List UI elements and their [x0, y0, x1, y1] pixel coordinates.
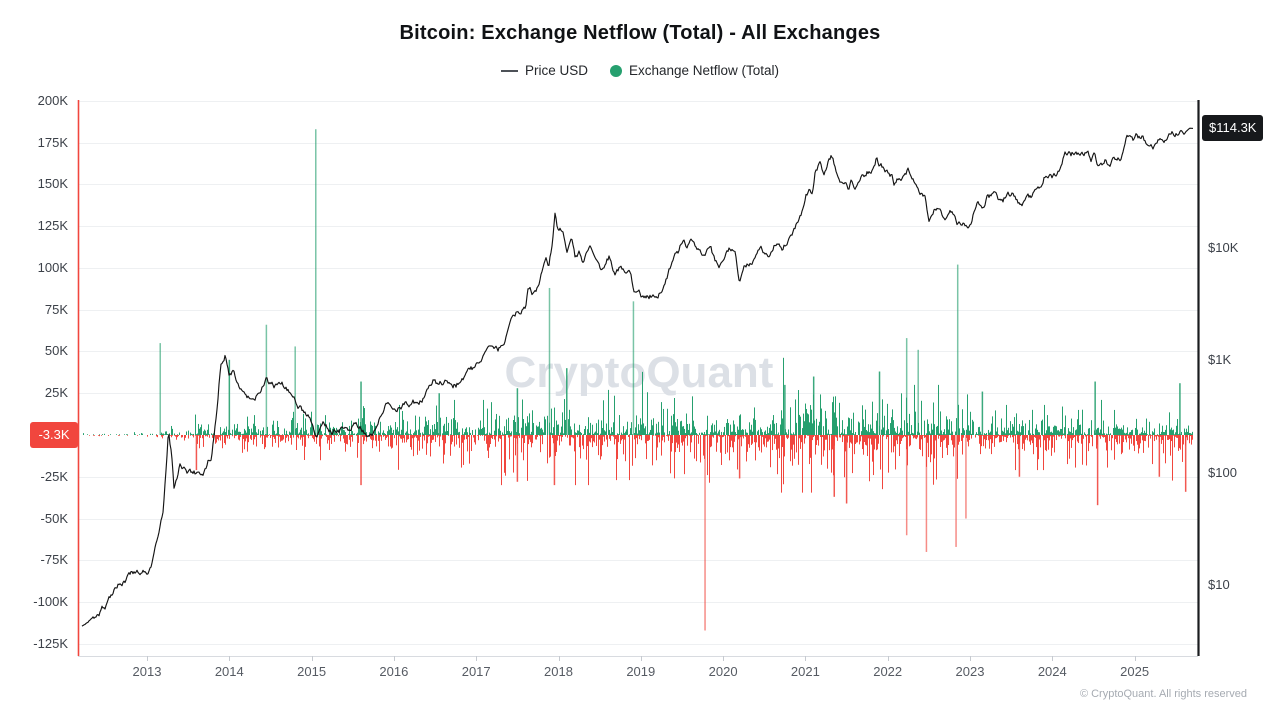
left-axis-tick-label: 200K: [37, 92, 68, 108]
price-line-swatch-icon: [500, 69, 518, 72]
x-axis-tick-label: 2023: [955, 664, 985, 679]
legend-price-label: Price USD: [524, 63, 588, 78]
left-axis-tick-label: -100K: [33, 594, 68, 610]
left-axis-tick-label: 25K: [44, 385, 68, 401]
chart-legend: Price USD Exchange Netflow (Total): [0, 63, 1280, 78]
x-axis-tick-label: 2013: [132, 664, 162, 679]
legend-netflow-label: Exchange Netflow (Total): [628, 63, 780, 78]
left-axis-tick-label: -25K: [40, 468, 68, 484]
x-axis-tick-label: 2014: [214, 664, 244, 679]
current-netflow-badge: -3.3K: [30, 422, 78, 448]
page-title: Bitcoin: Exchange Netflow (Total) - All …: [399, 22, 881, 44]
x-axis-tick-label: 2018: [544, 664, 573, 679]
left-axis-tick-label: 50K: [44, 343, 68, 359]
current-price-badge: $114.3K: [1202, 115, 1264, 142]
x-axis-tick-label: 2017: [461, 664, 491, 679]
x-axis-tick-label: 2016: [379, 664, 409, 679]
x-axis-tick-label: 2025: [1120, 664, 1150, 679]
left-axis-tick-label: -50K: [40, 510, 68, 526]
x-axis-tick-label: 2024: [1037, 664, 1067, 679]
legend-item-netflow[interactable]: Exchange Netflow (Total): [609, 63, 780, 78]
right-axis-tick-label: $10K: [1208, 239, 1239, 255]
right-axis-tick-label: $100: [1208, 464, 1237, 480]
x-axis-tick-label: 2015: [297, 664, 327, 679]
right-axis-tick-label: $1K: [1208, 352, 1232, 367]
left-axis-tick-label: -75K: [40, 552, 68, 568]
left-axis-tick-label: -125K: [33, 635, 68, 651]
netflow-dot-icon: [609, 64, 622, 77]
x-axis-tick-label: 2019: [626, 664, 656, 679]
left-axis-tick-label: 175K: [37, 134, 68, 150]
left-axis-tick-label: 150K: [37, 176, 68, 192]
left-axis-tick-label: 75K: [44, 301, 68, 317]
legend-item-price[interactable]: Price USD: [500, 63, 588, 78]
left-axis-tick-label: 100K: [37, 259, 68, 275]
left-axis-tick-label: 125K: [37, 218, 68, 234]
x-axis-tick-label: 2020: [708, 664, 738, 679]
x-axis-tick-label: 2022: [873, 664, 903, 679]
copyright-note: © CryptoQuant. All rights reserved: [1079, 688, 1247, 700]
x-axis-tick-label: 2021: [790, 664, 820, 679]
right-axis-tick-label: $10: [1208, 577, 1230, 592]
